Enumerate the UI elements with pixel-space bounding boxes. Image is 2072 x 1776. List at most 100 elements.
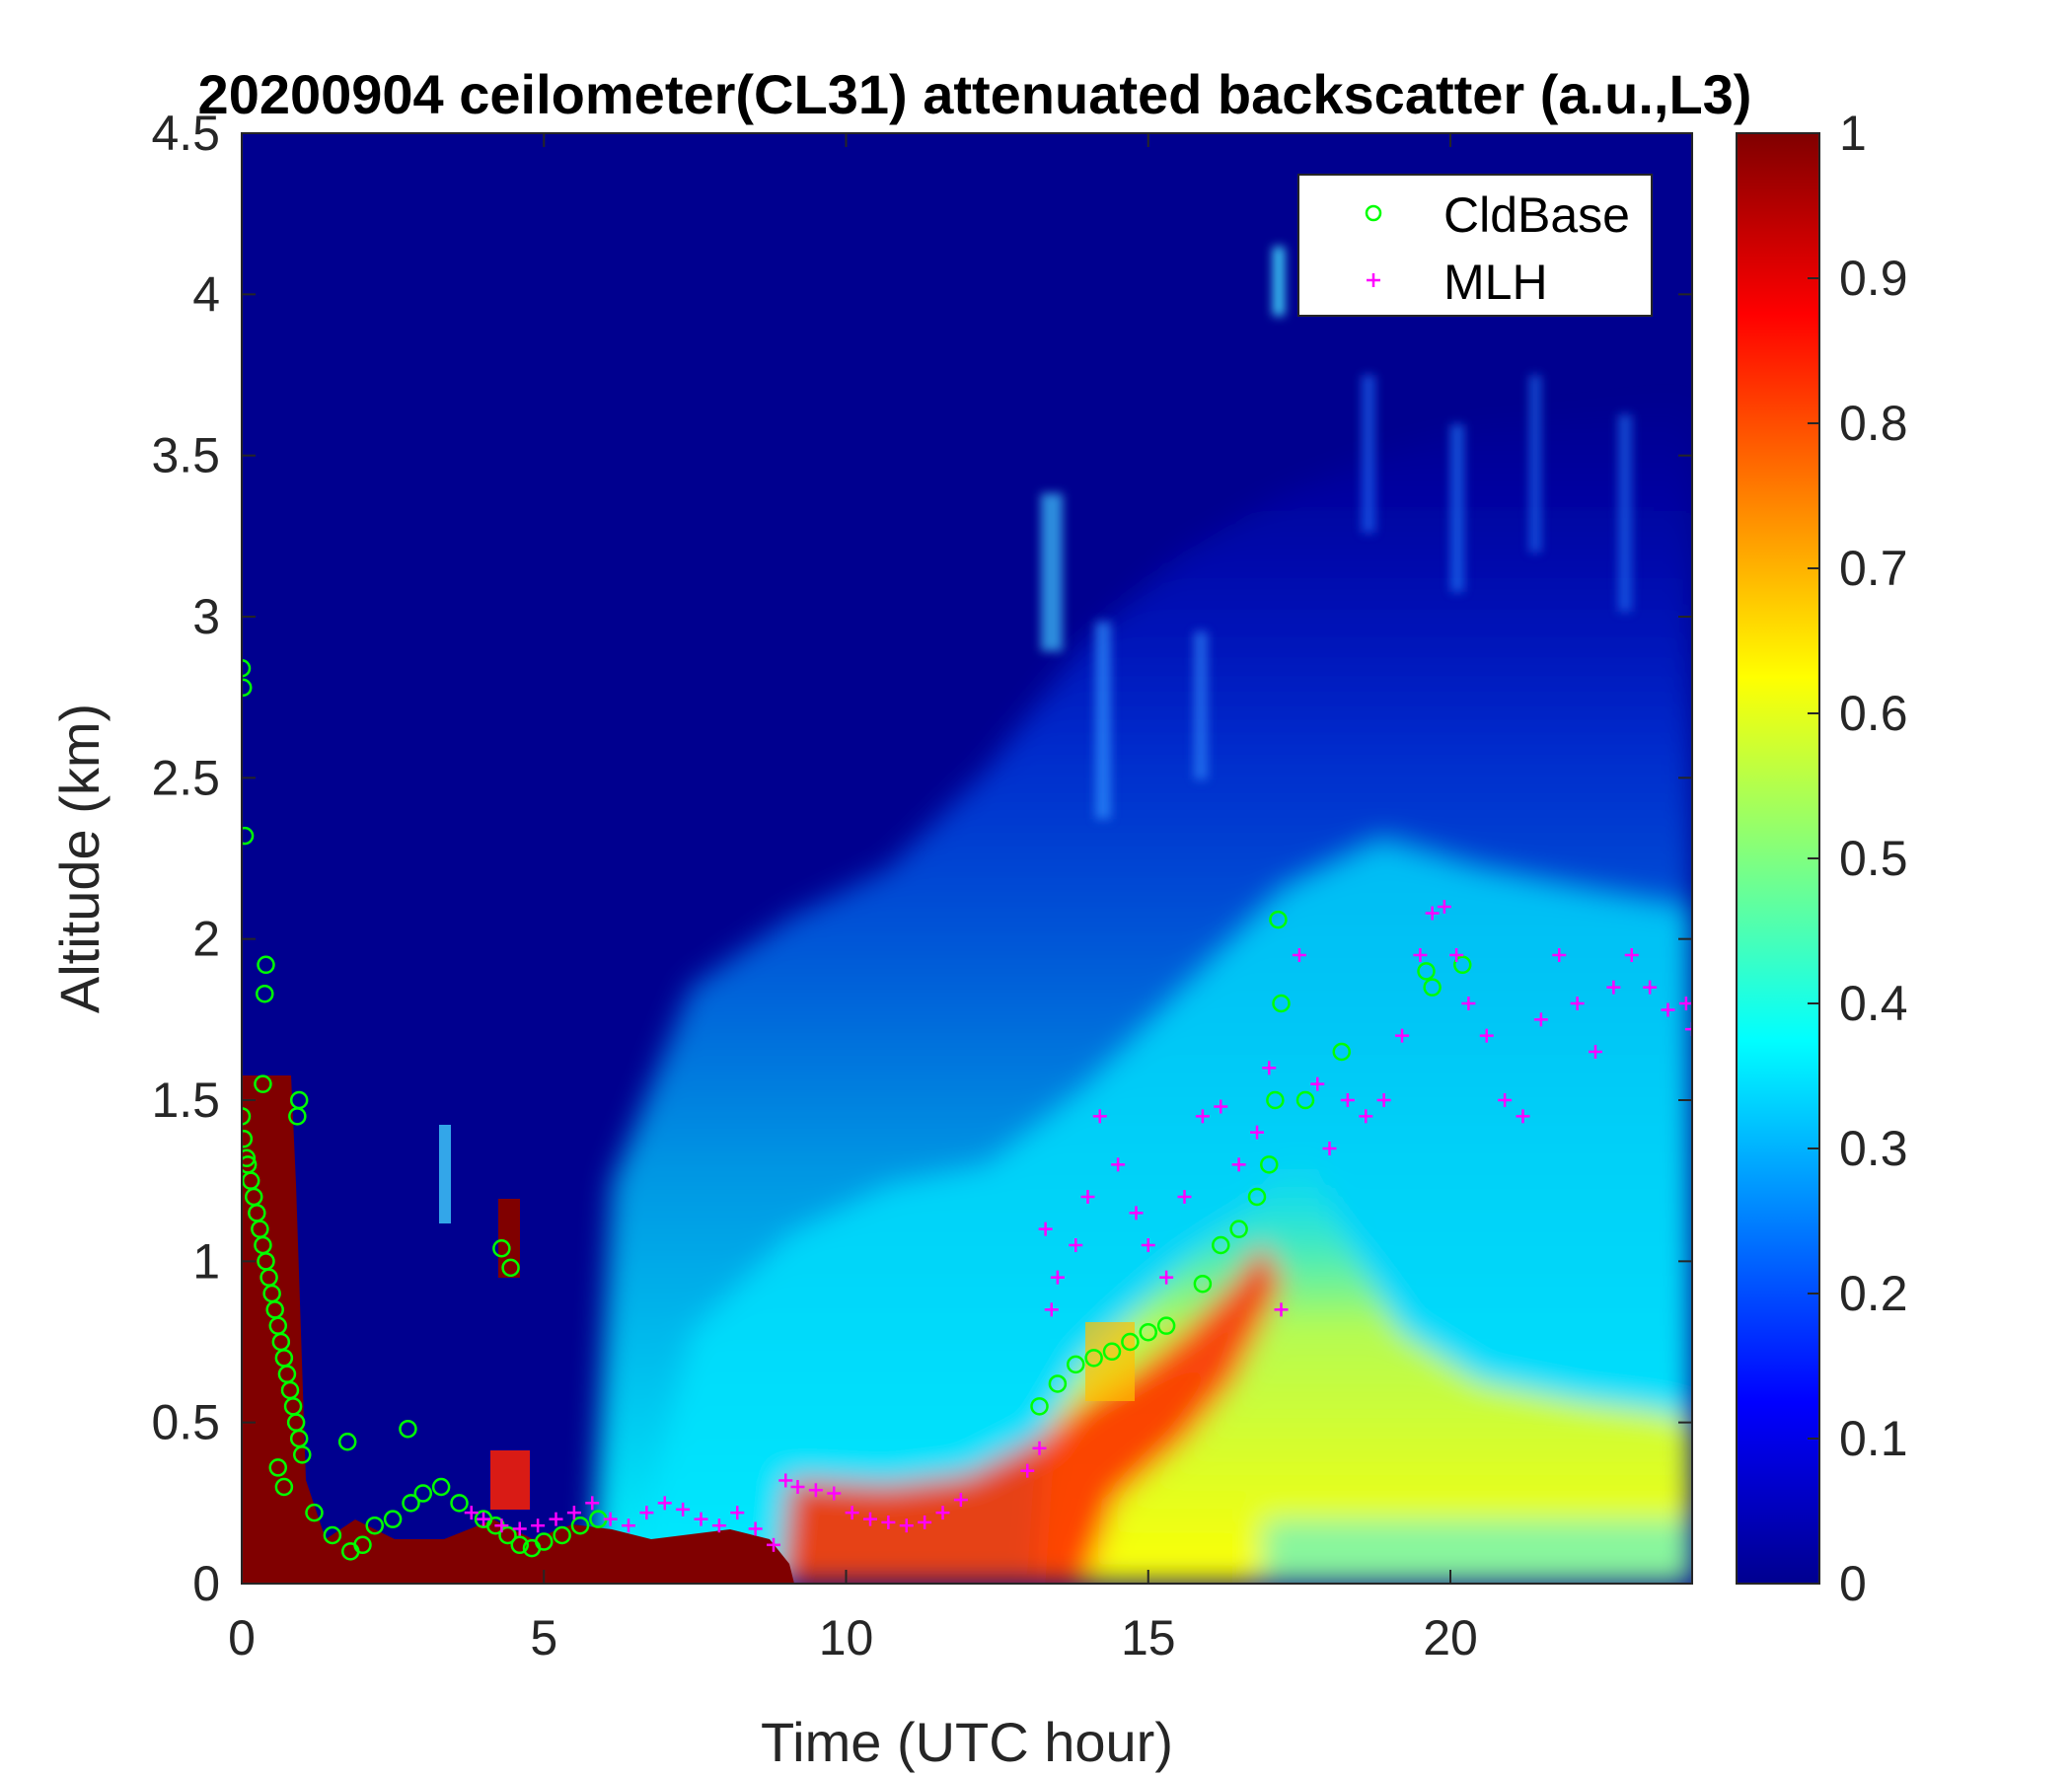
heatmap-plume-5 <box>1362 375 1375 533</box>
cldbase-point <box>510 1535 529 1555</box>
cldbase-point <box>553 1525 571 1545</box>
mlh-point <box>1425 906 1440 921</box>
mlh-point <box>531 1518 546 1533</box>
cldbase-point <box>242 1129 254 1148</box>
mlh-point <box>845 1506 859 1520</box>
cldbase-point <box>242 1148 257 1168</box>
mlh-point <box>494 1518 509 1533</box>
colorbar-tick-label: 0.2 <box>1839 1266 1908 1321</box>
cldbase-point <box>1453 955 1472 975</box>
cldbase-point <box>1048 1374 1068 1393</box>
cldbase-point <box>288 1107 307 1126</box>
mlh-point <box>657 1496 672 1511</box>
mlh-point <box>512 1521 527 1536</box>
cldbase-point <box>1272 994 1291 1013</box>
mlh-point <box>1038 1221 1053 1236</box>
cldbase-point <box>1247 1187 1267 1207</box>
mlh-point <box>1461 997 1476 1010</box>
mlh-point <box>1437 900 1451 914</box>
y-tick-label: 3 <box>192 589 220 644</box>
cldbase-point <box>413 1484 432 1503</box>
cldbase-point <box>268 1458 287 1477</box>
mlh-point <box>1516 1109 1530 1124</box>
heatmap-plume-1 <box>1041 493 1063 651</box>
colorbar-tick-label: 0.4 <box>1839 976 1908 1031</box>
y-tick-label: 2 <box>192 912 220 967</box>
mlh-point <box>1498 1093 1513 1107</box>
cldbase-point <box>431 1477 451 1497</box>
x-axis-ticks: 0 5 10 15 20 <box>228 133 1478 1665</box>
plot-frame <box>241 132 1693 1585</box>
mlh-point <box>464 1506 479 1520</box>
mlh-point <box>676 1502 691 1517</box>
heatmap-plume-6 <box>1450 424 1464 592</box>
heatmap-plume-7 <box>1529 375 1541 553</box>
cldbase-point <box>274 1477 294 1497</box>
mlh-point <box>1376 1093 1391 1107</box>
mlh-series <box>464 900 1692 1552</box>
mlh-point <box>1310 1076 1325 1091</box>
x-tick-label: 0 <box>228 1610 256 1665</box>
mlh-point <box>790 1480 805 1494</box>
mlh-point <box>1044 1302 1059 1317</box>
mlh-point <box>1606 980 1621 995</box>
cldbase-point <box>383 1510 403 1528</box>
cldbase-point <box>254 1074 272 1093</box>
mlh-point <box>603 1512 618 1526</box>
cldbase-point <box>1417 962 1436 981</box>
heatmap-red-layer <box>779 1243 1283 1584</box>
mlh-point <box>1231 1157 1246 1172</box>
y-tick-label: 0.5 <box>151 1395 220 1450</box>
mlh-point <box>827 1486 842 1501</box>
mlh-point <box>1359 1109 1373 1124</box>
heatmap-plume-2 <box>1095 622 1111 819</box>
legend-cldbase-marker <box>1365 204 1382 222</box>
cldbase-point <box>1269 910 1288 929</box>
mlh-point <box>1552 948 1567 962</box>
cldbase-point <box>242 659 252 678</box>
colorbar-tick-label: 0.5 <box>1839 831 1908 886</box>
mlh-point <box>1111 1157 1126 1172</box>
cldbase-point <box>1423 978 1442 997</box>
mlh-point <box>1032 1441 1047 1455</box>
mlh-point <box>1340 1093 1355 1107</box>
cldbase-point <box>402 1494 420 1513</box>
cldbase-point <box>305 1503 324 1522</box>
mlh-point <box>1069 1238 1083 1252</box>
x-axis-label: Time (UTC hour) <box>761 1711 1173 1773</box>
cldbase-point <box>1212 1235 1230 1255</box>
cldbase-point <box>353 1535 372 1555</box>
cldbase-point <box>1084 1349 1103 1368</box>
cldbase-point <box>570 1516 590 1535</box>
mlh-point <box>1141 1238 1155 1252</box>
cldbase-point <box>399 1419 417 1439</box>
cldbase-point <box>323 1525 342 1545</box>
legend-mlh-label: MLH <box>1443 255 1548 310</box>
cldbase-point <box>337 1433 357 1451</box>
mlh-point <box>622 1518 635 1533</box>
heatmap-plume-8 <box>1618 414 1632 612</box>
mlh-point <box>477 1512 490 1526</box>
mlh-point <box>1678 997 1692 1010</box>
y-tick-label: 0 <box>192 1556 220 1611</box>
heatmap-plume-4 <box>1273 247 1285 316</box>
legend: CldBase MLH <box>1297 174 1653 317</box>
mlh-point <box>1449 948 1464 962</box>
colorbar-tick-label: 0.8 <box>1839 396 1908 451</box>
mlh-point <box>748 1521 763 1536</box>
y-tick-label: 2.5 <box>151 750 220 805</box>
mlh-point <box>1195 1109 1210 1124</box>
cldbase-point <box>498 1525 517 1545</box>
cldbase-point <box>1139 1322 1157 1342</box>
colorbar-tick-label: 0.1 <box>1839 1411 1908 1466</box>
cldbase-point <box>450 1494 469 1513</box>
cldbase-point <box>535 1532 554 1551</box>
legend-mlh-marker <box>1367 273 1380 287</box>
mlh-point <box>1322 1142 1337 1155</box>
mlh-point <box>1533 1012 1548 1027</box>
mlh-point <box>694 1512 708 1526</box>
heatmap-saturated-early <box>242 1075 794 1584</box>
colorbar <box>1736 132 1820 1585</box>
mlh-point <box>1413 948 1428 962</box>
